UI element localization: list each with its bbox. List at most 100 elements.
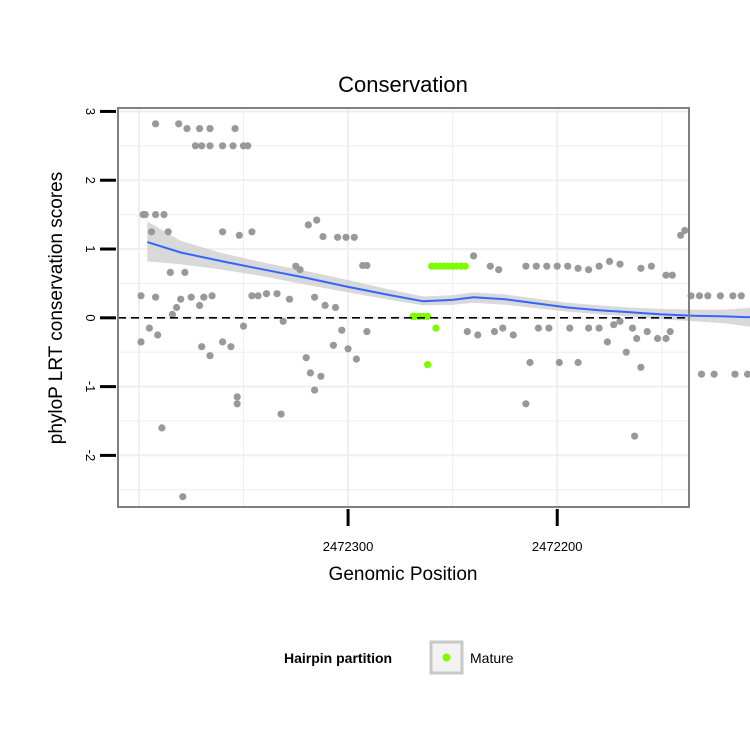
point-other [254, 292, 262, 300]
point-other [603, 338, 612, 346]
point-other [352, 355, 360, 363]
point-other [177, 295, 185, 303]
point-other [145, 324, 153, 332]
point-mature [461, 262, 469, 270]
point-other [168, 310, 176, 318]
x-tick-label: 2472200 [532, 539, 583, 554]
grid-lines [118, 108, 689, 507]
point-other [219, 338, 227, 346]
point-mature [424, 361, 432, 369]
legend-label-mature: Mature [470, 650, 514, 666]
point-other [363, 328, 371, 336]
point-other [595, 262, 603, 270]
y-tick-label: 3 [83, 108, 98, 115]
point-other [219, 142, 227, 150]
point-other [637, 363, 645, 371]
point-other [522, 262, 530, 270]
point-other [331, 303, 340, 312]
point-other [704, 292, 712, 300]
point-other [244, 142, 252, 150]
point-other [187, 293, 195, 301]
point-other [147, 228, 156, 236]
point-other [545, 324, 553, 332]
legend-key-mature [442, 653, 451, 662]
point-other [637, 264, 645, 272]
point-other [279, 317, 287, 325]
point-other [643, 328, 651, 336]
point-other [233, 393, 241, 401]
point-other [175, 120, 183, 128]
x-axis: 2472300 2472200 [323, 509, 583, 554]
point-other [235, 231, 243, 239]
point-other [321, 301, 329, 309]
point-other [744, 370, 750, 378]
point-other [152, 211, 160, 219]
point-other [273, 290, 281, 298]
point-other [229, 142, 237, 150]
point-other [350, 233, 358, 241]
point-other [292, 262, 300, 270]
point-other [206, 125, 214, 133]
point-other [499, 324, 507, 332]
point-other [677, 231, 685, 239]
point-other [716, 292, 725, 300]
point-other [154, 331, 162, 339]
point-other [198, 343, 206, 351]
point-other [654, 334, 662, 343]
point-other [198, 142, 206, 150]
point-other [166, 268, 174, 276]
point-other [191, 142, 199, 150]
point-other [737, 292, 745, 300]
point-other [522, 400, 530, 408]
point-other [543, 262, 551, 270]
point-other [695, 292, 704, 300]
point-other [141, 211, 149, 219]
point-other [585, 266, 593, 274]
point-other [731, 370, 739, 378]
point-other [526, 358, 534, 367]
point-other [647, 262, 656, 270]
point-other [490, 328, 499, 336]
point-other [313, 216, 321, 224]
point-other [248, 292, 256, 300]
point-other [200, 293, 208, 301]
point-other [595, 324, 603, 332]
point-other [486, 262, 494, 270]
point-other [509, 331, 517, 339]
point-other [338, 326, 346, 334]
point-other [137, 338, 145, 346]
point-other [164, 228, 172, 236]
point-other [183, 125, 191, 133]
point-other [227, 343, 235, 351]
point-other [262, 290, 271, 298]
point-other [566, 324, 574, 332]
point-other [231, 125, 239, 133]
point-other [633, 334, 641, 343]
point-other [564, 262, 572, 270]
point-other [160, 211, 168, 219]
point-other [605, 257, 614, 265]
point-other [285, 295, 294, 303]
x-tick-label: 2472300 [323, 539, 374, 554]
point-other [622, 348, 630, 356]
point-other [311, 293, 319, 301]
y-tick-label: -2 [83, 450, 98, 462]
point-other [662, 334, 670, 343]
point-other [329, 341, 337, 349]
point-other [662, 271, 670, 279]
point-other [668, 271, 676, 279]
point-other [158, 424, 166, 432]
legend-title: Hairpin partition [284, 650, 392, 666]
point-other [574, 358, 582, 367]
point-other [152, 120, 160, 128]
panel-border [117, 107, 690, 508]
point-other [470, 252, 478, 260]
point-other [179, 493, 187, 501]
point-other [248, 228, 256, 236]
point-other [152, 293, 160, 301]
point-mature [424, 312, 432, 320]
point-other [681, 226, 689, 235]
legend: Hairpin partition Mature [284, 640, 514, 675]
point-other [306, 369, 314, 377]
